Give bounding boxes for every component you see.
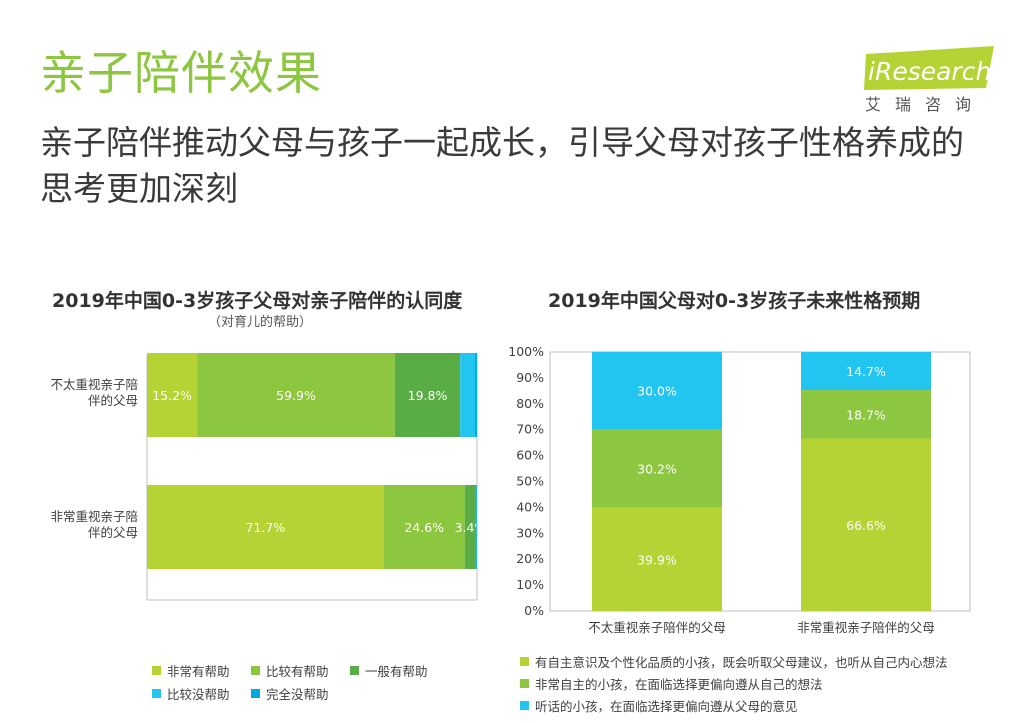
y-tick-label: 70% xyxy=(516,422,544,437)
column-segment xyxy=(592,351,722,430)
legend-item-obedient: 听话的小孩，在面临选择更偏向遵从父母的意见 xyxy=(520,696,798,715)
legend-item-fairly-helpful: 比较有帮助 xyxy=(251,661,329,680)
y-tick-label: 10% xyxy=(516,577,544,592)
bar-segment xyxy=(475,353,477,437)
column-segment xyxy=(592,507,722,611)
page-subtitle: 亲子陪伴推动父母与孩子一起成长，引导父母对孩子性格养成的思考更加深刻 xyxy=(40,123,964,208)
legend-item-average-helpful: 一般有帮助 xyxy=(350,661,428,680)
y-tick-label: 60% xyxy=(516,448,544,463)
legend-item-slightly-unhelpful: 比较没帮助 xyxy=(152,684,230,703)
legend-swatch xyxy=(520,657,529,666)
y-tick-label: 0% xyxy=(524,603,544,618)
data-label: 39.9% xyxy=(637,552,677,567)
data-label: 66.6% xyxy=(846,518,886,533)
category-label: 不太重视亲子陪 xyxy=(50,377,138,392)
y-tick-label: 20% xyxy=(516,551,544,566)
column-segment xyxy=(801,390,931,439)
legend-swatch xyxy=(152,666,161,675)
bar-segment xyxy=(383,485,465,569)
data-label: 14.7% xyxy=(846,364,886,379)
category-label: 非常重视亲子陪 xyxy=(50,509,138,524)
logo-accent-shape xyxy=(864,46,994,90)
bar-segment xyxy=(476,485,477,569)
logo-brand-text: iResearch xyxy=(868,57,991,86)
plot-frame xyxy=(549,351,971,612)
y-tick-label: 50% xyxy=(516,474,544,489)
legend-label: 非常有帮助 xyxy=(167,664,230,679)
category-label: 伴的父母 xyxy=(88,525,138,540)
data-label: 15.2% xyxy=(152,388,192,403)
right-chart-title: 2019年中国父母对0-3岁孩子未来性格预期 xyxy=(548,290,921,312)
data-label: 24.6% xyxy=(404,520,444,535)
bar-segment xyxy=(147,485,384,569)
bar-segment xyxy=(147,353,198,437)
data-label: 3.4% xyxy=(455,520,487,535)
category-label: 非常重视亲子陪伴的父母 xyxy=(797,620,935,635)
legend-item-very-autonomous: 非常自主的小孩，在面临选择更偏向遵从自己的想法 xyxy=(520,674,823,693)
y-tick-label: 80% xyxy=(516,396,544,411)
column-segment xyxy=(801,438,931,611)
legend-label: 有自主意识及个性化品质的小孩，既会听取父母建议，也听从自己内心想法 xyxy=(535,655,948,670)
data-label: 30.2% xyxy=(637,462,677,477)
iresearch-logo: iResearch xyxy=(864,46,994,90)
right-stacked-column-chart: 0% 10% 20% 30% 40% 50% 60% 70% 80% 90% 100% 39.9% 30… xyxy=(508,344,971,635)
bar-segment xyxy=(460,353,476,437)
data-label: 59.9% xyxy=(276,388,316,403)
legend-swatch xyxy=(251,666,260,675)
bar-segment xyxy=(197,353,395,437)
legend-swatch xyxy=(350,666,359,675)
y-tick-label: 40% xyxy=(516,499,544,514)
logo-cn-text: 艾瑞咨询 xyxy=(865,95,986,114)
page-title: 亲子陪伴效果 xyxy=(40,46,322,100)
legend-label: 比较有帮助 xyxy=(266,664,329,679)
category-label: 不太重视亲子陪伴的父母 xyxy=(588,620,726,635)
legend-swatch xyxy=(251,689,260,698)
legend-swatch xyxy=(152,689,161,698)
legend-label: 非常自主的小孩，在面临选择更偏向遵从自己的想法 xyxy=(535,677,823,692)
legend-item-very-helpful: 非常有帮助 xyxy=(152,661,230,680)
category-label: 伴的父母 xyxy=(88,393,138,408)
legend-label: 一般有帮助 xyxy=(365,664,428,679)
data-label: 18.7% xyxy=(846,407,886,422)
legend-label: 比较没帮助 xyxy=(167,687,230,702)
data-label: 71.7% xyxy=(245,520,285,535)
y-tick-label: 100% xyxy=(508,344,544,359)
column-segment xyxy=(801,352,931,391)
left-chart-subtitle: （对育儿的帮助） xyxy=(208,315,313,330)
legend-swatch xyxy=(520,679,529,688)
legend-label: 听话的小孩，在面临选择更偏向遵从父母的意见 xyxy=(535,699,798,714)
y-tick-label: 30% xyxy=(516,525,544,540)
legend-label: 完全没帮助 xyxy=(266,687,329,702)
left-chart-title: 2019年中国0-3岁孩子父母对亲子陪伴的认同度 xyxy=(52,290,463,312)
column-segment xyxy=(592,429,722,508)
legend-item-autonomous-personalized: 有自主意识及个性化品质的小孩，既会听取父母建议，也听从自己内心想法 xyxy=(520,652,948,671)
data-label: 19.8% xyxy=(408,388,448,403)
bar-segment xyxy=(394,353,461,437)
legend-swatch xyxy=(520,701,529,710)
legend-item-not-helpful: 完全没帮助 xyxy=(251,684,329,703)
bar-segment xyxy=(464,485,477,569)
y-tick-label: 90% xyxy=(516,370,544,385)
data-label: 30.0% xyxy=(637,384,677,399)
